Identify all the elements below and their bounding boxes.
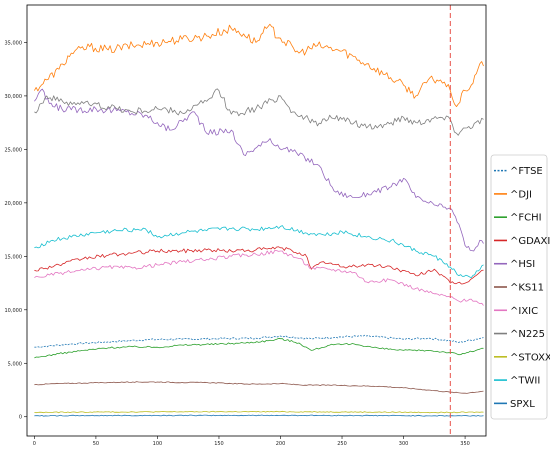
legend-label: ^IXIC [510, 306, 538, 317]
series-line-stoxx [34, 410, 484, 414]
legend-label: ^N225 [510, 329, 545, 340]
legend-label: ^DJI [510, 189, 532, 200]
legend-label: ^KS11 [510, 283, 544, 294]
legend: ^FTSE ^DJI ^FCHI ^GDAXI ^HSI ^KS11 ^IXIC ^N225 ^… [490, 154, 550, 420]
y-tick-label: 20,000 [5, 201, 23, 207]
series-line-ixic [34, 250, 484, 306]
series-line-twii [34, 225, 484, 279]
legend-box [490, 154, 548, 420]
x-tick-label: 150 [214, 441, 224, 447]
legend-label: ^STOXX [510, 352, 550, 363]
legend-label: ^FTSE [510, 166, 543, 177]
series-line-ftse [34, 334, 484, 348]
plot-area [34, 5, 484, 436]
y-tick-label: 35,000 [5, 40, 23, 46]
x-tick-label: 200 [276, 441, 286, 447]
y-tick-label: 5,000 [8, 361, 22, 367]
y-tick-label: 0 [19, 415, 22, 421]
series-line-dji [34, 23, 484, 107]
x-tick-label: 50 [93, 441, 99, 447]
x-tick-label: 300 [399, 441, 409, 447]
legend-label: SPXL [510, 399, 535, 410]
y-tick-label: 10,000 [5, 308, 23, 314]
y-tick-label: 30,000 [5, 94, 23, 100]
series-line-spxl [34, 414, 484, 417]
series-line-ks11 [34, 381, 484, 394]
legend-label: ^FCHI [510, 213, 542, 224]
y-tick-label: 15,000 [5, 254, 23, 260]
y-tick-label: 25,000 [5, 147, 23, 153]
legend-label: ^GDAXI [510, 236, 550, 247]
series-line-gdaxi [34, 246, 484, 285]
axes: 0 5,000 10,000 15,000 20,000 25,000 30,000 35,0… [5, 4, 487, 447]
x-tick-label: 0 [33, 441, 36, 447]
series-line-hsi [34, 88, 484, 252]
x-tick-label: 100 [153, 441, 163, 447]
legend-label: ^HSI [510, 259, 535, 270]
legend-label: ^TWII [510, 376, 540, 387]
series-line-fchi [34, 337, 484, 359]
series-line-n225 [34, 88, 484, 136]
x-tick-label: 250 [337, 441, 347, 447]
x-tick-label: 350 [460, 441, 470, 447]
plot-frame [26, 4, 487, 437]
